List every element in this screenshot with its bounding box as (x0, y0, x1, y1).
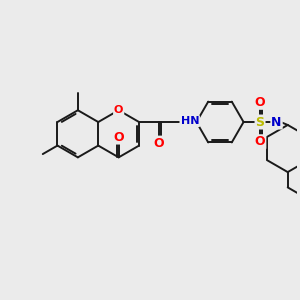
Text: O: O (113, 130, 124, 143)
Text: O: O (255, 135, 266, 148)
Text: N: N (271, 116, 282, 128)
Text: O: O (154, 136, 164, 150)
Text: O: O (255, 96, 266, 109)
Text: HN: HN (181, 116, 199, 126)
Text: S: S (256, 116, 265, 128)
Text: O: O (114, 105, 123, 115)
